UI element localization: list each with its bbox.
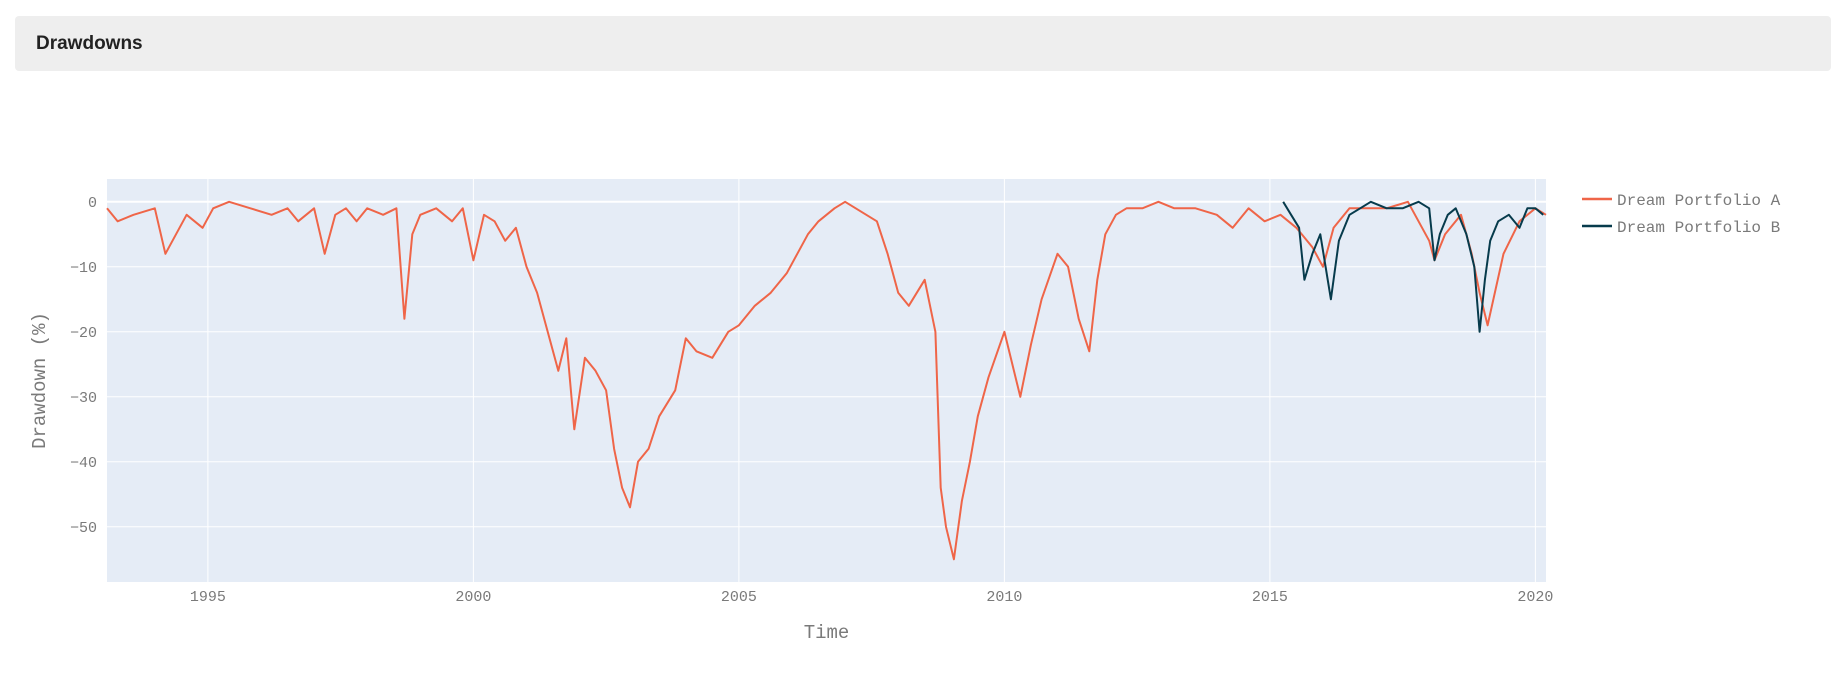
- grid-lines: [107, 179, 1546, 582]
- legend-item-a[interactable]: Dream Portfolio A: [1582, 192, 1781, 210]
- legend-label: Dream Portfolio B: [1617, 219, 1780, 237]
- y-axis-ticks: 0 −10 −20 −30 −40 −50: [70, 195, 97, 537]
- legend-item-b[interactable]: Dream Portfolio B: [1582, 219, 1780, 237]
- x-tick-label: 2000: [455, 589, 491, 606]
- x-tick-label: 2005: [721, 589, 757, 606]
- x-tick-label: 2020: [1517, 589, 1553, 606]
- series-line-b: [1282, 200, 1544, 333]
- y-tick-label: −10: [70, 260, 97, 277]
- series-line-a: [106, 200, 1547, 561]
- y-axis-label: Drawdown (%): [29, 312, 51, 449]
- y-tick-label: −40: [70, 455, 97, 472]
- x-axis-ticks: 1995 2000 2005 2010 2015 2020: [190, 589, 1554, 606]
- series-lines: [106, 200, 1547, 561]
- legend-label: Dream Portfolio A: [1617, 192, 1781, 210]
- legend[interactable]: Dream Portfolio A Dream Portfolio B: [1582, 192, 1781, 237]
- y-tick-label: 0: [88, 195, 97, 212]
- x-tick-label: 1995: [190, 589, 226, 606]
- plot-area: [107, 179, 1546, 582]
- y-tick-label: −50: [70, 520, 97, 537]
- y-tick-label: −20: [70, 325, 97, 342]
- x-axis-label: Time: [804, 622, 850, 644]
- x-tick-label: 2015: [1252, 589, 1288, 606]
- y-tick-label: −30: [70, 390, 97, 407]
- drawdowns-panel-header: Drawdowns: [15, 16, 1831, 71]
- x-tick-label: 2010: [986, 589, 1022, 606]
- panel-title: Drawdowns: [36, 33, 143, 54]
